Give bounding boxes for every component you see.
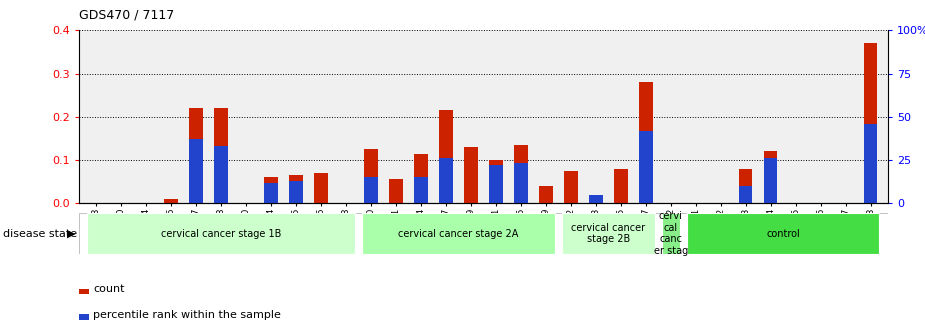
Bar [439,110,452,203]
Bar [190,108,203,203]
Bar [539,186,552,203]
Bar [639,131,652,203]
Bar [686,213,880,254]
Bar [414,177,427,203]
Text: GDS470 / 7117: GDS470 / 7117 [79,8,174,22]
Text: cervi
cal
canc
er stag: cervi cal canc er stag [654,211,688,256]
Bar [564,171,577,203]
Bar [87,213,355,254]
Text: ▶: ▶ [68,228,76,239]
Bar [864,43,878,203]
Bar [290,181,302,203]
Bar [614,169,627,203]
Text: control: control [766,228,800,239]
Bar [739,169,752,203]
Bar [290,175,302,203]
Bar [190,139,203,203]
Bar [864,124,878,203]
Bar [364,177,377,203]
Bar [389,179,402,203]
Text: count: count [93,284,125,294]
Bar [362,213,555,254]
Bar [265,177,277,203]
Text: disease state: disease state [3,228,77,239]
Bar [164,199,178,203]
Bar [561,213,655,254]
Text: cervical cancer stage 2A: cervical cancer stage 2A [398,228,519,239]
Bar [489,160,502,203]
Bar [764,151,777,203]
Bar [764,158,777,203]
Bar [489,165,502,203]
Bar [589,195,602,203]
Bar [79,314,89,320]
Bar [514,145,527,203]
Bar [464,147,477,203]
Bar [314,173,327,203]
Bar [661,213,680,254]
Text: percentile rank within the sample: percentile rank within the sample [93,310,281,320]
Bar [639,82,652,203]
Bar [514,164,527,203]
Bar [265,182,277,203]
Text: cervical cancer
stage 2B: cervical cancer stage 2B [571,223,646,244]
Bar [215,108,228,203]
Bar [439,158,452,203]
Bar [414,154,427,203]
Bar [79,289,89,294]
Text: cervical cancer stage 1B: cervical cancer stage 1B [161,228,281,239]
Bar [589,195,602,203]
Bar [215,146,228,203]
Bar [364,149,377,203]
Bar [739,186,752,203]
